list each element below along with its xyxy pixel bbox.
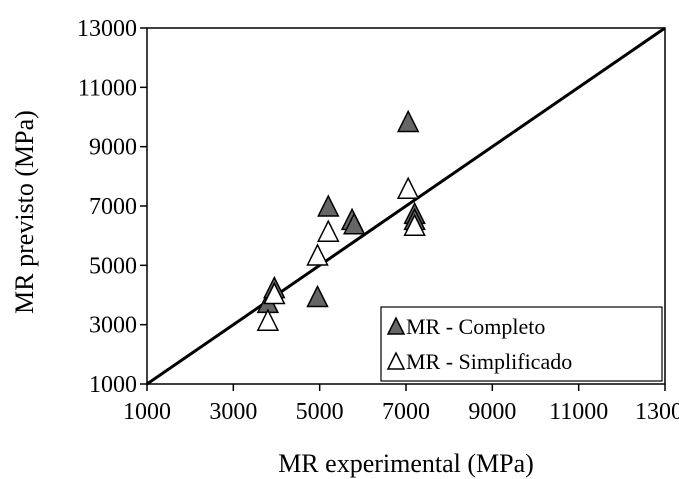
data-points bbox=[256, 109, 426, 331]
reference-line-1-to-1 bbox=[146, 26, 666, 386]
legend-label-completo: MR - Completo bbox=[406, 314, 545, 339]
x-tick-label: 3000 bbox=[209, 399, 257, 425]
x-axis-title: MR experimental (MPa) bbox=[278, 449, 534, 478]
legend-label-simplificado: MR - Simplificado bbox=[406, 349, 572, 374]
y-tick-label: 1000 bbox=[89, 372, 137, 398]
axis-ticks: 1000 3000 5000 7000 9000 11000 13000 1000 3000 50… bbox=[77, 16, 679, 425]
point-completo bbox=[306, 284, 329, 308]
legend-marker-completo bbox=[386, 316, 406, 335]
point-completo bbox=[396, 109, 420, 133]
y-tick-label: 9000 bbox=[89, 135, 137, 161]
legend: MR - Completo MR - Simplificado bbox=[380, 306, 663, 382]
point-simplificado bbox=[403, 213, 426, 237]
x-tick-label: 11000 bbox=[549, 399, 608, 425]
x-tick-label: 9000 bbox=[468, 399, 516, 425]
legend-marker-simplificado bbox=[386, 351, 406, 370]
point-completo bbox=[317, 194, 340, 217]
legend-box bbox=[380, 306, 663, 382]
x-tick-label: 13000 bbox=[635, 399, 679, 425]
point-simplificado bbox=[256, 308, 280, 331]
point-simplificado bbox=[317, 219, 340, 242]
x-tick-label: 1000 bbox=[123, 399, 171, 425]
y-axis-title: MR previsto (MPa) bbox=[10, 110, 39, 314]
y-tick-label: 11000 bbox=[78, 75, 137, 101]
point-simplificado bbox=[306, 243, 329, 266]
point-simplificado bbox=[263, 281, 286, 305]
y-tick-label: 7000 bbox=[89, 194, 137, 220]
y-tick-label: 13000 bbox=[77, 16, 137, 42]
y-tick-label: 3000 bbox=[89, 313, 137, 339]
point-simplificado bbox=[396, 176, 420, 199]
x-tick-label: 5000 bbox=[296, 399, 344, 425]
x-tick-label: 7000 bbox=[382, 399, 430, 425]
y-tick-label: 5000 bbox=[89, 253, 137, 279]
point-completo bbox=[342, 212, 366, 235]
